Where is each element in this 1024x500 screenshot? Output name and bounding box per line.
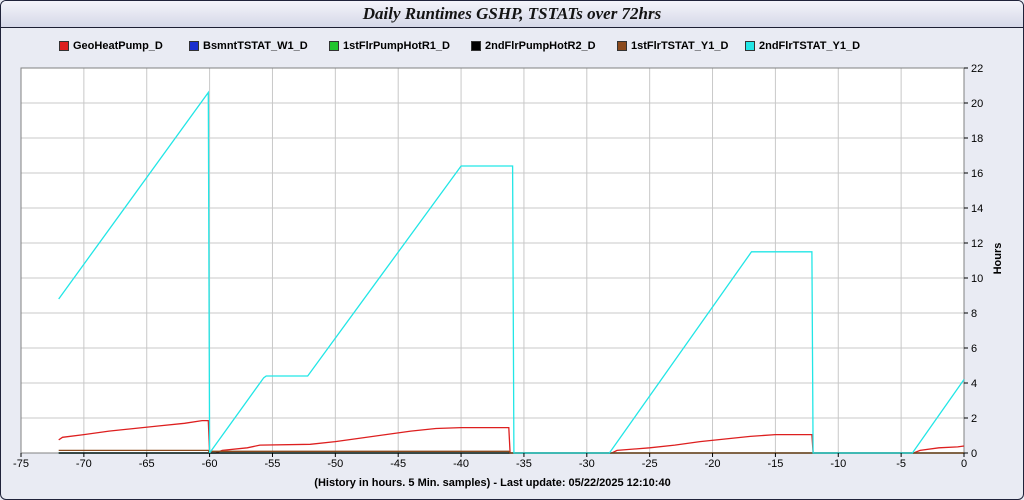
y-tick-label: 6	[971, 343, 977, 355]
legend-label: 2ndFlrPumpHotR2_D	[485, 40, 596, 52]
x-tick-label: -5	[896, 458, 906, 470]
legend-label: 1stFlrPumpHotR1_D	[343, 40, 450, 52]
legend-swatch	[617, 41, 627, 51]
legend: GeoHeatPump_D BsmntTSTAT_W1_D 1stFlrPumpHo…	[59, 39, 875, 53]
x-tick-label: 0	[961, 458, 967, 470]
x-tick-label: -60	[202, 458, 218, 470]
x-tick-label: -10	[830, 458, 846, 470]
y-axis-label: Hours	[992, 243, 1004, 275]
y-tick-label: 0	[971, 448, 977, 460]
series-line-5	[58, 90, 965, 456]
legend-swatch	[471, 41, 481, 51]
x-axis-label: (History in hours. 5 Min. samples) - Las…	[314, 477, 670, 489]
legend-label: BsmntTSTAT_W1_D	[203, 40, 308, 52]
plot-area	[21, 68, 964, 453]
legend-item: 1stFlrTSTAT_Y1_D	[617, 39, 745, 53]
y-tick-label: 18	[971, 133, 983, 145]
legend-label: GeoHeatPump_D	[73, 40, 163, 52]
x-tick-label: -40	[453, 458, 469, 470]
x-tick-label: -65	[139, 458, 155, 470]
legend-swatch	[745, 41, 755, 51]
legend-item: GeoHeatPump_D	[59, 39, 189, 53]
x-tick-label: -75	[13, 458, 29, 470]
legend-item: BsmntTSTAT_W1_D	[189, 39, 329, 53]
x-tick-label: -35	[516, 458, 532, 470]
y-tick-label: 16	[971, 168, 983, 180]
legend-swatch	[329, 41, 339, 51]
legend-swatch	[189, 41, 199, 51]
y-tick-label: 20	[971, 98, 983, 110]
y-tick-label: 12	[971, 238, 983, 250]
legend-item: 2ndFlrTSTAT_Y1_D	[745, 39, 875, 53]
legend-label: 2ndFlrTSTAT_Y1_D	[759, 40, 861, 52]
legend-label: 1stFlrTSTAT_Y1_D	[631, 40, 729, 52]
x-tick-label: -30	[579, 458, 595, 470]
x-tick-label: -50	[327, 458, 343, 470]
title-bar: Daily Runtimes GSHP, TSTATs over 72hrs	[1, 1, 1023, 28]
y-tick-label: 2	[971, 413, 977, 425]
legend-item: 2ndFlrPumpHotR2_D	[471, 39, 617, 53]
x-tick-label: -45	[390, 458, 406, 470]
x-tick-label: -25	[642, 458, 658, 470]
x-tick-label: -15	[767, 458, 783, 470]
y-tick-label: 4	[971, 378, 977, 390]
series-line-0	[58, 419, 965, 454]
x-tick-label: -20	[705, 458, 721, 470]
x-tick-label: -55	[265, 458, 281, 470]
y-tick-label: 14	[971, 203, 983, 215]
chart-title: Daily Runtimes GSHP, TSTATs over 72hrs	[362, 4, 662, 23]
legend-item: 1stFlrPumpHotR1_D	[329, 39, 471, 53]
legend-swatch	[59, 41, 69, 51]
x-tick-label: -70	[76, 458, 92, 470]
y-tick-label: 10	[971, 273, 983, 285]
y-tick-label: 22	[971, 63, 983, 75]
y-tick-label: 8	[971, 308, 977, 320]
